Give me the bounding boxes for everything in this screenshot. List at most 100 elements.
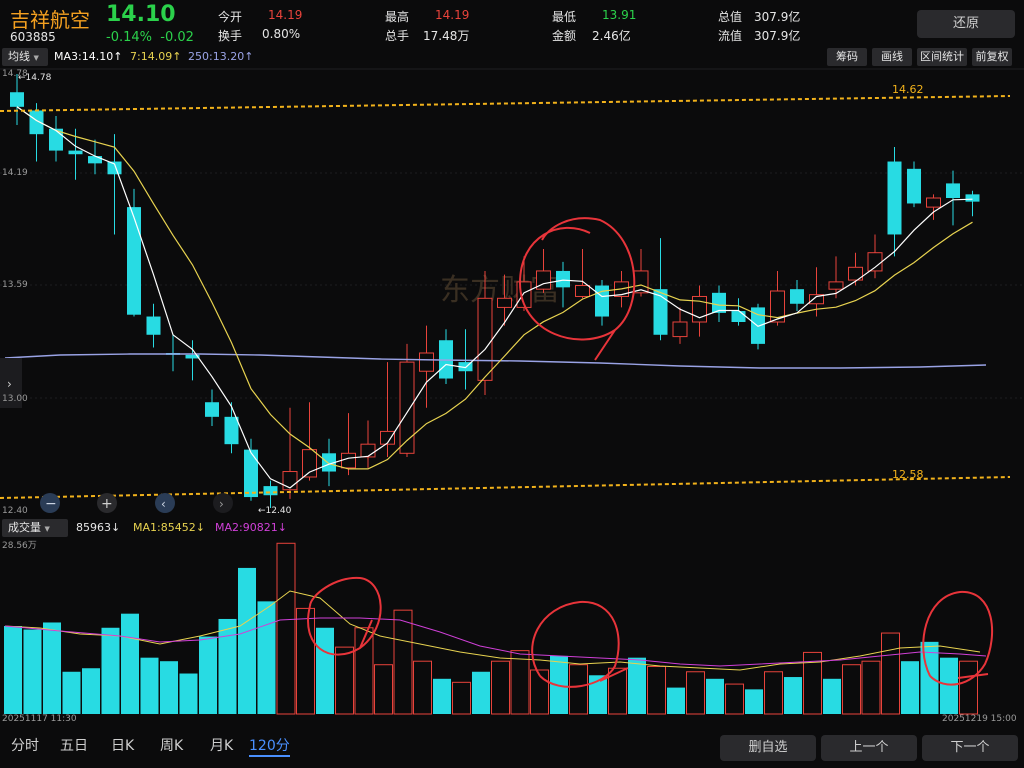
high-field: 最高 14.19 xyxy=(385,8,469,25)
volume-bar xyxy=(491,660,510,715)
volume-bar xyxy=(686,671,705,715)
price-axis-label: 14.78 xyxy=(2,69,28,79)
scroll-right-button[interactable]: › xyxy=(213,493,233,513)
open-label: 今开 xyxy=(218,10,243,24)
candle xyxy=(49,128,63,151)
volume-bar xyxy=(803,651,822,715)
tab-daily[interactable]: 日K xyxy=(111,738,135,754)
low-label: 最低 xyxy=(552,10,577,24)
low-value: 13.91 xyxy=(602,8,637,22)
volume-bar xyxy=(530,669,549,715)
ma3-legend: MA3:14.10↑ xyxy=(54,50,123,63)
price-axis-label: 14.19 xyxy=(2,168,28,178)
candle xyxy=(770,290,785,323)
candle xyxy=(731,311,746,322)
float-cap-label: 流值 xyxy=(718,29,743,43)
candle xyxy=(185,354,200,359)
volume-bar xyxy=(901,661,919,714)
volume-bar xyxy=(959,660,978,715)
price-change: -0.14% -0.02 xyxy=(106,30,194,45)
volume-bar xyxy=(706,678,724,714)
price-chart[interactable]: 东方财富 − + ‹ › › xyxy=(0,68,1024,518)
chip-button[interactable]: 筹码 xyxy=(827,48,867,66)
candle xyxy=(224,416,239,445)
volume-chart[interactable] xyxy=(0,536,1024,716)
candle xyxy=(399,361,415,454)
volume-ma1: MA1:85452↓ xyxy=(133,521,205,534)
volume-bar xyxy=(413,660,432,715)
candle xyxy=(712,292,726,313)
volume-bar xyxy=(764,671,783,715)
next-button[interactable]: 下一个 xyxy=(922,735,1018,761)
volume-bar xyxy=(257,601,276,714)
turnover-field: 换手 0.80% xyxy=(218,27,300,44)
lower-trendline-label: 12.58 xyxy=(892,468,924,481)
svg-text:›: › xyxy=(7,377,12,391)
volume-bar xyxy=(199,636,217,714)
ma-selector[interactable]: 均线 ▼ xyxy=(2,48,48,66)
tab-weekly[interactable]: 周K xyxy=(160,738,184,754)
volume-selector[interactable]: 成交量 ▼ xyxy=(2,519,68,537)
zoom-in-button[interactable]: + xyxy=(97,493,117,513)
stock-price: 14.10 xyxy=(106,2,176,27)
annotation-circle xyxy=(922,590,994,686)
volume-label: 总手 xyxy=(385,29,410,43)
volume-bar xyxy=(569,664,588,715)
candle xyxy=(127,207,141,315)
candle xyxy=(965,194,980,202)
scroll-left-button[interactable]: ‹ xyxy=(155,493,175,513)
candle xyxy=(907,168,921,204)
candle xyxy=(205,402,219,417)
high-label: 最高 xyxy=(385,10,410,24)
amount-value: 2.46亿 xyxy=(592,29,631,43)
candle xyxy=(88,156,102,164)
volume-ma2: MA2:90821↓ xyxy=(215,521,287,534)
volume-bar xyxy=(452,681,471,715)
float-cap-value: 307.9亿 xyxy=(754,29,801,43)
dropdown-icon: ▼ xyxy=(44,525,50,533)
annotation-circle xyxy=(531,600,629,688)
side-expand-button[interactable]: › xyxy=(0,358,22,408)
volume-bar xyxy=(62,671,81,714)
float-cap-field: 流值 307.9亿 xyxy=(718,27,800,44)
svg-text:−: − xyxy=(45,496,57,512)
candle xyxy=(672,321,688,338)
candle xyxy=(244,449,258,498)
candle xyxy=(556,270,570,288)
tab-monthly[interactable]: 月K xyxy=(210,738,234,754)
amount-field: 金额 2.46亿 xyxy=(552,27,631,44)
candle xyxy=(107,161,122,175)
price-axis-label: 13.59 xyxy=(2,280,28,290)
restore-button[interactable]: 还原 xyxy=(917,10,1015,38)
volume-bar xyxy=(121,613,139,714)
remove-watchlist-button[interactable]: 删自选 xyxy=(720,735,816,761)
volume-bar xyxy=(725,683,744,715)
volume-bar xyxy=(276,542,296,715)
pre-adjust-button[interactable]: 前复权 xyxy=(972,48,1012,66)
end-time-label: 20251219 15:00 xyxy=(942,714,1017,724)
start-time-label: 20251117 11:30 xyxy=(2,714,77,724)
candle xyxy=(790,289,804,304)
ma7-legend: 7:14.09↑ xyxy=(130,50,182,63)
range-stats-button[interactable]: 区间统计 xyxy=(917,48,967,66)
candle xyxy=(263,486,278,496)
draw-line-button[interactable]: 画线 xyxy=(872,48,912,66)
svg-text:›: › xyxy=(219,497,224,511)
zoom-out-button[interactable]: − xyxy=(40,493,60,513)
volume-bar xyxy=(745,689,763,714)
market-cap-label: 总值 xyxy=(718,10,743,24)
candle xyxy=(887,161,902,235)
volume-bar xyxy=(608,667,627,715)
tab-five-day[interactable]: 五日 xyxy=(60,738,88,754)
candle xyxy=(575,285,590,297)
volume-bar xyxy=(861,660,881,715)
tab-120min[interactable]: 120分 xyxy=(249,735,290,757)
volume-bar xyxy=(667,687,685,714)
amount-label: 金额 xyxy=(552,29,577,43)
candle xyxy=(946,183,960,198)
previous-button[interactable]: 上一个 xyxy=(821,735,917,761)
tab-intraday[interactable]: 分时 xyxy=(11,738,39,754)
upper-trendline-label: 14.62 xyxy=(892,83,924,96)
low-field: 最低 13.91 xyxy=(552,8,636,25)
candle xyxy=(68,150,83,155)
